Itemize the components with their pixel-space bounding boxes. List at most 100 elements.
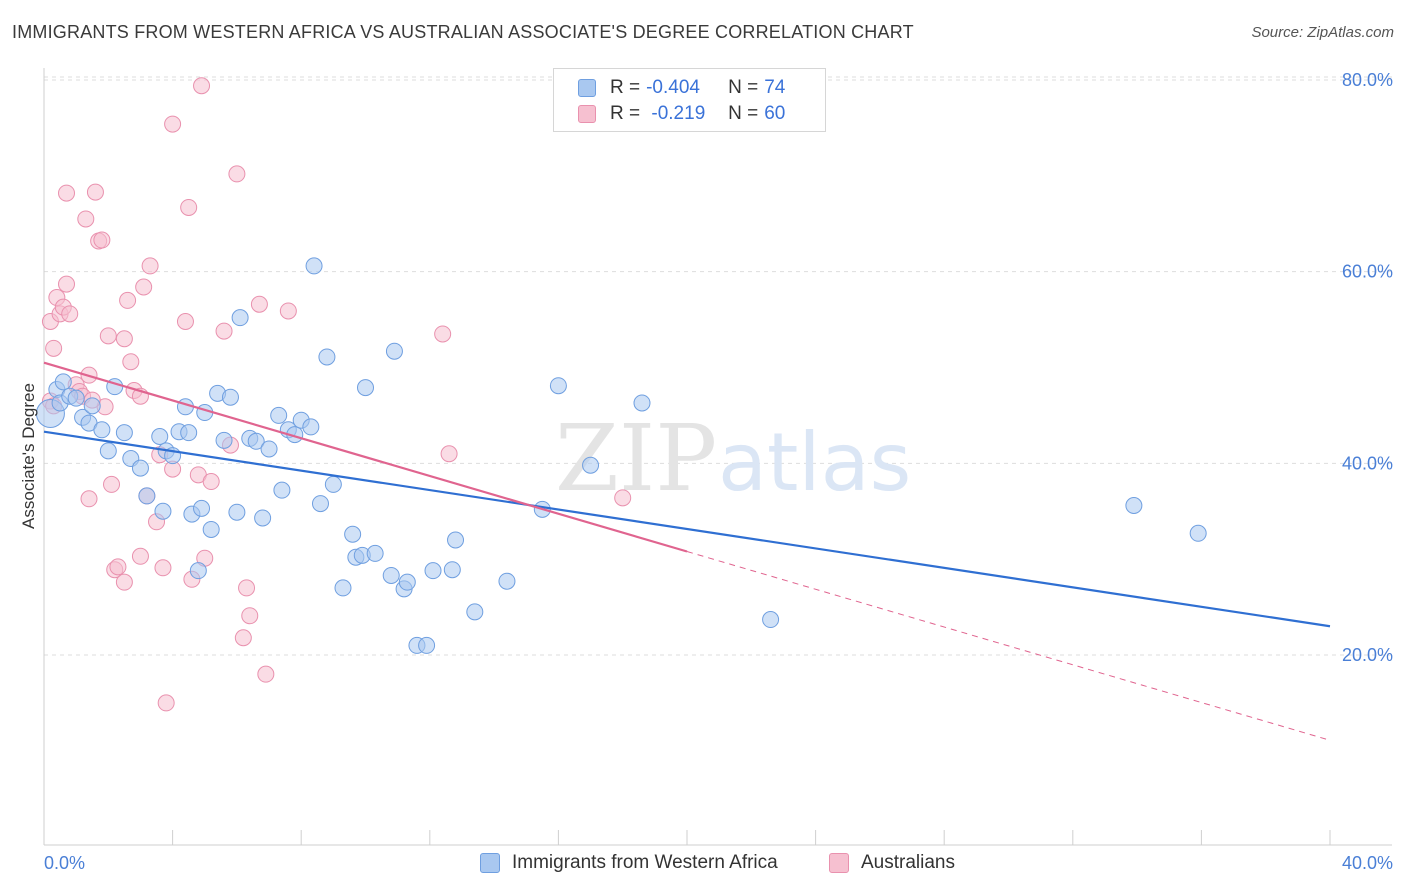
point-western-africa bbox=[221, 388, 239, 406]
trend-line-australians-extrapolated bbox=[686, 551, 1331, 741]
legend-item-australians[interactable]: Australians bbox=[829, 852, 955, 874]
point-western-africa bbox=[398, 573, 416, 591]
point-australians bbox=[234, 629, 252, 647]
point-western-africa bbox=[466, 603, 484, 621]
point-australians bbox=[58, 275, 76, 293]
n-value: 60 bbox=[764, 103, 786, 124]
point-australians bbox=[154, 559, 172, 577]
point-australians bbox=[58, 184, 76, 202]
blue-swatch bbox=[480, 853, 500, 873]
point-western-africa bbox=[366, 544, 384, 562]
point-western-africa bbox=[180, 424, 198, 442]
legend-label: Immigrants from Western Africa bbox=[512, 852, 778, 873]
point-australians bbox=[279, 302, 297, 320]
point-western-africa bbox=[247, 432, 265, 450]
pink-swatch bbox=[829, 853, 849, 873]
point-western-africa bbox=[270, 406, 288, 424]
point-western-africa bbox=[447, 531, 465, 549]
point-western-africa bbox=[549, 377, 567, 395]
point-australians bbox=[80, 490, 98, 508]
point-australians bbox=[115, 330, 133, 348]
n-value: 74 bbox=[764, 77, 786, 98]
gridlines bbox=[44, 76, 1392, 656]
point-australians bbox=[215, 322, 233, 340]
point-western-africa bbox=[762, 611, 780, 629]
point-western-africa bbox=[418, 636, 436, 654]
point-australians bbox=[241, 607, 259, 625]
point-western-africa bbox=[151, 428, 169, 445]
legend-row-pink: R = -0.219 N = 60 bbox=[578, 102, 785, 126]
r-value: -0.219 bbox=[646, 103, 706, 124]
point-western-africa bbox=[154, 502, 172, 520]
point-australians bbox=[193, 77, 211, 95]
stats-legend: R = -0.404 N = 74 R = -0.219 N = 60 bbox=[553, 68, 826, 132]
point-australians bbox=[440, 445, 458, 463]
point-western-africa bbox=[318, 348, 336, 366]
blue-swatch bbox=[578, 79, 596, 97]
y-axis-label: Associate's Degree bbox=[19, 383, 38, 529]
point-western-africa bbox=[1125, 497, 1143, 514]
point-australians bbox=[257, 665, 275, 683]
n-label: N = bbox=[728, 103, 759, 124]
trend-line-australians bbox=[43, 361, 688, 553]
point-australians bbox=[434, 325, 452, 343]
y-tick-label: 60.0% bbox=[1342, 262, 1393, 282]
point-australians bbox=[45, 339, 63, 357]
point-australians bbox=[115, 573, 133, 591]
y-tick-label: 40.0% bbox=[1342, 453, 1393, 473]
source-label: Source: ZipAtlas.com bbox=[1251, 24, 1394, 41]
watermark-atlas: atlas bbox=[718, 416, 911, 509]
point-western-africa bbox=[311, 495, 329, 513]
point-australians bbox=[109, 558, 127, 576]
point-australians bbox=[135, 278, 153, 296]
point-australians bbox=[250, 295, 268, 313]
point-western-africa bbox=[357, 379, 374, 397]
point-australians bbox=[99, 327, 117, 345]
point-western-africa bbox=[67, 389, 85, 407]
r-label: R = bbox=[610, 77, 641, 98]
x-tick-label: 0.0% bbox=[44, 853, 85, 873]
point-western-africa bbox=[93, 421, 111, 439]
point-western-africa bbox=[633, 394, 651, 412]
point-western-africa bbox=[385, 342, 403, 360]
point-western-africa bbox=[260, 440, 278, 458]
point-western-africa bbox=[344, 525, 362, 543]
n-label: N = bbox=[728, 77, 759, 98]
y-tick-label: 80.0% bbox=[1342, 70, 1393, 90]
watermark: ZIP atlas bbox=[555, 405, 911, 512]
point-australians bbox=[157, 694, 175, 712]
point-australians bbox=[176, 313, 194, 330]
point-western-africa bbox=[99, 442, 117, 460]
point-australians bbox=[93, 231, 111, 249]
point-australians bbox=[103, 475, 121, 493]
point-western-africa bbox=[193, 499, 211, 517]
point-western-africa bbox=[189, 562, 207, 580]
point-western-africa bbox=[202, 520, 220, 538]
point-western-africa bbox=[273, 481, 291, 499]
point-western-africa bbox=[54, 373, 72, 391]
x-tick-label: 40.0% bbox=[1342, 853, 1393, 873]
point-australians bbox=[202, 473, 220, 491]
point-australians bbox=[614, 489, 632, 507]
series-western-africa-points bbox=[35, 257, 1207, 654]
point-western-africa bbox=[324, 475, 342, 493]
point-australians bbox=[131, 547, 149, 565]
point-australians bbox=[238, 579, 256, 597]
point-western-africa bbox=[334, 579, 352, 597]
axes bbox=[43, 68, 1392, 846]
point-western-africa bbox=[254, 509, 272, 527]
legend-item-western-africa[interactable]: Immigrants from Western Africa bbox=[480, 852, 778, 874]
legend-label: Australians bbox=[861, 852, 955, 873]
point-western-africa bbox=[115, 424, 133, 442]
point-western-africa bbox=[131, 459, 149, 477]
point-western-africa bbox=[1189, 524, 1207, 542]
y-tick-label: 20.0% bbox=[1342, 645, 1393, 665]
y-tick-labels: 20.0% 40.0% 60.0% 80.0% bbox=[1342, 70, 1393, 665]
point-western-africa bbox=[498, 572, 516, 590]
pink-swatch bbox=[578, 105, 596, 123]
point-australians bbox=[164, 115, 182, 133]
legend-row-blue: R = -0.404 N = 74 bbox=[578, 76, 785, 100]
point-australians bbox=[141, 257, 159, 275]
point-australians bbox=[122, 353, 140, 371]
